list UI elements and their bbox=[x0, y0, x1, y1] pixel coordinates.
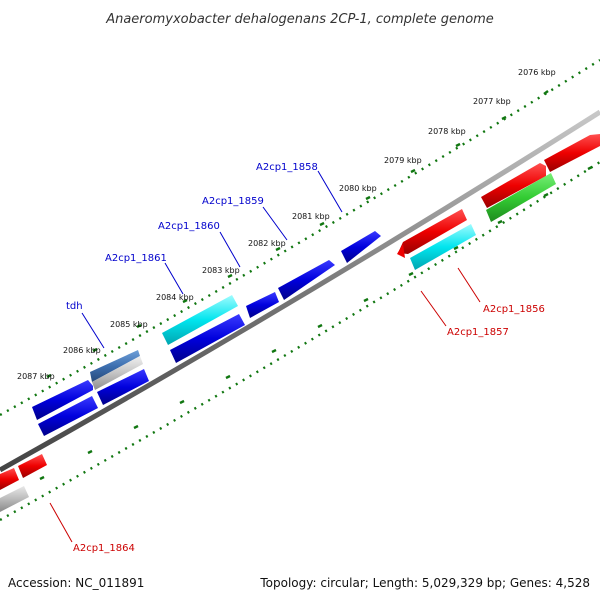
forward-strand-features bbox=[32, 134, 600, 420]
tick-label-2080: 2080 kbp bbox=[339, 184, 377, 193]
accession-label: Accession: NC_011891 bbox=[8, 576, 145, 590]
gene-label-a2cp1-1857[interactable]: A2cp1_1857 bbox=[447, 327, 509, 338]
inner-ruler-major-ticks bbox=[39, 165, 593, 481]
gene-feature-a2cp1-1864[interactable] bbox=[18, 454, 47, 478]
gene-label-leaders bbox=[49, 170, 481, 543]
tick-label-2085: 2085 kbp bbox=[110, 320, 148, 329]
genome-backbone bbox=[0, 109, 600, 473]
tick-label-2079: 2079 kbp bbox=[384, 156, 422, 165]
leader-line-a2cp1-1859 bbox=[262, 206, 288, 241]
major-tick bbox=[136, 323, 142, 329]
tick-label-2084: 2084 kbp bbox=[156, 293, 194, 302]
gene-label-a2cp1-1864[interactable]: A2cp1_1864 bbox=[73, 543, 135, 554]
major-tick bbox=[319, 221, 325, 227]
gene-label-a2cp1-1860[interactable]: A2cp1_1860 bbox=[158, 221, 220, 232]
gene-feature-tdh-b[interactable] bbox=[92, 356, 143, 390]
major-tick bbox=[39, 475, 45, 481]
leader-line-a2cp1-1860 bbox=[219, 231, 241, 268]
leader-line-a2cp1-1861 bbox=[164, 262, 184, 295]
tick-label-2082: 2082 kbp bbox=[248, 239, 286, 248]
major-tick bbox=[225, 374, 231, 380]
major-tick bbox=[363, 297, 369, 303]
gene-feature-blue-rev-a[interactable] bbox=[170, 314, 245, 363]
gene-label-a2cp1-1859[interactable]: A2cp1_1859 bbox=[202, 196, 264, 207]
gene-feature-red-arrowhead[interactable] bbox=[397, 244, 405, 258]
topology-summary: Topology: circular; Length: 5,029,329 bp… bbox=[260, 576, 590, 590]
gene-feature-blue-rev-b[interactable] bbox=[97, 369, 149, 405]
gene-label-tdh[interactable]: tdh bbox=[66, 301, 83, 312]
major-tick bbox=[92, 347, 98, 353]
gene-feature-a2cp1-1855[interactable] bbox=[544, 134, 600, 172]
tick-label-2077: 2077 kbp bbox=[473, 97, 511, 106]
major-tick bbox=[453, 245, 459, 251]
leader-line-a2cp1-1864 bbox=[49, 502, 73, 543]
major-tick bbox=[182, 298, 188, 304]
major-tick bbox=[87, 449, 93, 455]
major-tick bbox=[501, 115, 507, 121]
tick-label-2086: 2086 kbp bbox=[63, 346, 101, 355]
major-tick bbox=[179, 399, 185, 405]
major-tick bbox=[543, 90, 549, 95]
gene-feature-a2cp1-1856[interactable] bbox=[486, 173, 556, 222]
tick-label-2083: 2083 kbp bbox=[202, 266, 240, 275]
major-tick bbox=[497, 219, 503, 225]
major-tick bbox=[455, 142, 461, 148]
leader-line-a2cp1-1857 bbox=[420, 290, 447, 327]
tick-label-2081: 2081 kbp bbox=[292, 212, 330, 221]
gene-feature-a2cp1-1859[interactable] bbox=[278, 260, 335, 300]
tick-label-2078: 2078 kbp bbox=[428, 127, 466, 136]
gene-feature-a2cp1-1863[interactable] bbox=[32, 380, 93, 420]
gene-feature-a2cp1-1857-red[interactable] bbox=[398, 209, 467, 254]
gene-feature-a2cp1-1860[interactable] bbox=[246, 292, 279, 318]
reverse-strand-features bbox=[0, 173, 556, 512]
major-tick bbox=[410, 168, 416, 174]
major-tick bbox=[46, 373, 52, 379]
tick-label-2076: 2076 kbp bbox=[518, 68, 556, 77]
major-tick bbox=[227, 273, 233, 279]
gene-feature-gray-rev[interactable] bbox=[0, 486, 29, 512]
leader-line-a2cp1-1856 bbox=[457, 267, 481, 303]
tick-label-2087: 2087 kbp bbox=[17, 372, 55, 381]
major-tick bbox=[275, 246, 281, 252]
gene-label-a2cp1-1858[interactable]: A2cp1_1858 bbox=[256, 162, 318, 173]
major-tick bbox=[317, 323, 323, 329]
major-tick bbox=[271, 348, 277, 354]
gene-feature-a2cp1-1857[interactable] bbox=[410, 224, 476, 270]
map-title: Anaeromyxobacter dehalogenans 2CP-1, com… bbox=[105, 12, 494, 27]
gene-feature-tdh[interactable] bbox=[90, 350, 140, 382]
gene-labels: A2cp1_1858 A2cp1_1859 A2cp1_1860 A2cp1_1… bbox=[66, 162, 545, 554]
gene-label-a2cp1-1861[interactable]: A2cp1_1861 bbox=[105, 253, 167, 264]
gene-feature-a2cp1-1861[interactable] bbox=[162, 295, 238, 345]
major-tick bbox=[543, 192, 549, 198]
gene-feature-blue-rev-c[interactable] bbox=[38, 396, 98, 436]
gene-feature-a2cp1-1855b[interactable] bbox=[481, 163, 546, 208]
gene-label-a2cp1-1856[interactable]: A2cp1_1856 bbox=[483, 304, 545, 315]
leader-line-a2cp1-1858 bbox=[317, 170, 343, 213]
ruler-tick-labels: 2076 kbp 2077 kbp 2078 kbp 2079 kbp 2080… bbox=[17, 68, 556, 381]
gene-feature-a2cp1-1864b[interactable] bbox=[0, 468, 19, 490]
major-tick bbox=[408, 271, 414, 277]
outer-ruler-track bbox=[0, 58, 600, 417]
leader-line-tdh bbox=[81, 312, 105, 349]
gene-feature-a2cp1-1858[interactable] bbox=[341, 231, 381, 263]
major-tick bbox=[365, 195, 371, 201]
outer-ruler-major-ticks bbox=[46, 90, 549, 379]
major-tick bbox=[587, 165, 593, 171]
major-tick bbox=[133, 424, 139, 430]
